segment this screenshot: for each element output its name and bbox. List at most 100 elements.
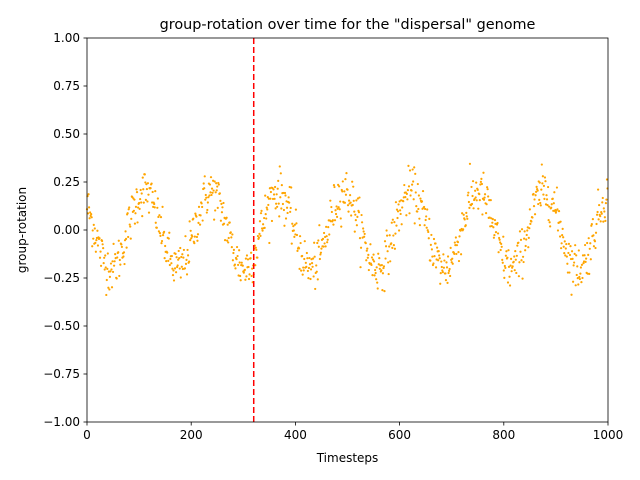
scatter-point <box>471 194 474 198</box>
scatter-point <box>284 194 287 197</box>
scatter-point <box>287 196 290 199</box>
scatter-point <box>301 273 304 276</box>
scatter-point <box>412 180 415 183</box>
scatter-point <box>470 202 474 206</box>
scatter-point <box>568 271 571 274</box>
scatter-point <box>132 209 135 212</box>
scatter-point <box>107 286 110 289</box>
scatter-point <box>311 265 314 268</box>
scatter-point <box>420 200 424 203</box>
scatter-point <box>203 175 206 178</box>
scatter-point <box>588 272 591 275</box>
scatter-point <box>590 224 593 227</box>
scatter-point <box>195 215 198 218</box>
scatter-point <box>490 224 493 228</box>
x-tick-label: 1000 <box>593 428 624 442</box>
scatter-point <box>302 266 305 269</box>
scatter-point <box>271 197 275 201</box>
scatter-point <box>339 217 342 220</box>
scatter-point <box>330 205 333 209</box>
scatter-point <box>462 228 465 231</box>
scatter-point <box>531 216 534 219</box>
scatter-point <box>578 275 581 279</box>
scatter-point <box>411 168 414 171</box>
scatter-point <box>560 247 563 250</box>
scatter-point <box>112 264 116 267</box>
scatter-point <box>317 245 320 248</box>
scatter-point <box>532 205 536 208</box>
scatter-point <box>561 227 564 230</box>
scatter-point <box>153 202 156 206</box>
scatter-point <box>124 230 127 233</box>
scatter-point <box>480 177 483 180</box>
scatter-point <box>170 262 173 265</box>
scatter-point <box>352 185 355 188</box>
scatter-point <box>600 210 603 214</box>
scatter-point <box>492 236 495 239</box>
scatter-point <box>194 212 197 215</box>
scatter-point <box>523 230 526 233</box>
scatter-point <box>320 247 323 250</box>
scatter-point <box>175 256 178 259</box>
scatter-point <box>186 248 189 252</box>
scatter-point <box>587 237 590 240</box>
scatter-point <box>165 260 168 263</box>
scatter-point <box>371 274 374 277</box>
scatter-point <box>380 264 383 267</box>
scatter-point <box>266 196 269 199</box>
scatter-point <box>129 237 132 240</box>
scatter-point <box>220 202 223 205</box>
scatter-point <box>474 196 477 199</box>
scatter-point <box>560 242 563 245</box>
scatter-point <box>193 242 196 245</box>
scatter-point <box>111 270 115 274</box>
scatter-point <box>599 215 602 218</box>
scatter-point <box>179 276 182 279</box>
y-tick-label: −0.25 <box>43 271 80 285</box>
scatter-point <box>265 206 268 209</box>
scatter-point <box>547 218 550 222</box>
scatter-point <box>440 260 443 263</box>
scatter-point <box>196 239 199 242</box>
scatter-point <box>583 254 586 257</box>
x-tick-label: 600 <box>388 428 411 442</box>
scatter-point <box>561 234 564 237</box>
scatter-point <box>262 223 265 226</box>
scatter-point <box>116 256 119 259</box>
scatter-point <box>202 182 205 185</box>
scatter-point <box>140 192 143 195</box>
scatter-point <box>308 256 311 260</box>
scatter-point <box>255 248 258 252</box>
scatter-point <box>579 272 582 275</box>
y-axis-label: group-rotation <box>15 187 29 273</box>
scatter-point <box>269 190 273 194</box>
scatter-point <box>408 169 412 172</box>
scatter-point <box>213 180 216 183</box>
scatter-point <box>183 267 187 270</box>
scatter-point <box>307 266 311 270</box>
scatter-point <box>583 243 587 247</box>
scatter-point <box>258 220 262 223</box>
scatter-point <box>546 204 549 207</box>
scatter-point <box>201 205 204 209</box>
scatter-point <box>139 188 142 192</box>
scatter-point <box>169 257 172 261</box>
scatter-point <box>511 265 514 268</box>
scatter-point <box>577 249 580 252</box>
scatter-point <box>501 261 504 264</box>
scatter-point <box>413 222 416 225</box>
scatter-point <box>315 264 318 267</box>
scatter-point <box>306 269 309 273</box>
scatter-point <box>151 190 154 194</box>
scatter-point <box>321 237 325 240</box>
scatter-point <box>309 277 312 281</box>
scatter-point <box>277 179 280 183</box>
scatter-point <box>322 231 326 235</box>
scatter-point <box>391 218 394 221</box>
scatter-point <box>562 245 565 248</box>
scatter-point <box>180 265 183 268</box>
scatter-point <box>475 199 478 202</box>
scatter-point <box>416 182 419 186</box>
scatter-point <box>96 244 100 247</box>
scatter-point <box>586 241 589 245</box>
